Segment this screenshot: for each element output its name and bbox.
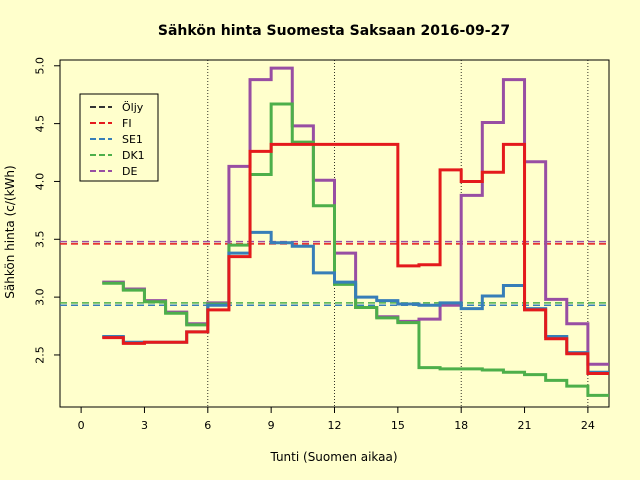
- plot-area: 0 3 6 9 12 15 18 21 24 2.5 3.0 3.5 4.0 4.5 5.0: [34, 57, 610, 432]
- legend-label: FI: [122, 117, 132, 130]
- y-tick-label: 3.0: [34, 288, 47, 306]
- legend-label: DE: [122, 165, 137, 178]
- chart-title: Sähkön hinta Suomesta Saksaan 2016-09-27: [158, 23, 510, 39]
- x-tick-label: 3: [141, 419, 148, 432]
- legend-box: [79, 93, 159, 182]
- legend-label: Öljy: [122, 101, 144, 114]
- x-tick-label: 18: [454, 419, 468, 432]
- x-tick-label: 15: [391, 419, 405, 432]
- x-tick-label: 6: [204, 419, 211, 432]
- y-tick-label: 3.5: [34, 231, 47, 249]
- y-tick-label: 5.0: [34, 57, 47, 75]
- series-line-fi: [102, 142, 609, 375]
- x-tick-label: 24: [581, 419, 595, 432]
- legend-label: DK1: [122, 149, 145, 162]
- y-tick-label: 4.5: [34, 115, 47, 133]
- x-tick-label: 0: [78, 419, 85, 432]
- y-tick-label: 4.0: [34, 173, 47, 191]
- legend: Öljy FI SE1 DK1 DE: [79, 93, 159, 182]
- legend-label: SE1: [122, 133, 143, 146]
- x-tick-label: 21: [518, 419, 532, 432]
- x-tick-label: 9: [268, 419, 275, 432]
- x-axis-label: Tunti (Suomen aikaa): [269, 450, 397, 464]
- y-tick-label: 2.5: [34, 346, 47, 364]
- y-axis-label: Sähkön hinta (c/(kWh): [3, 165, 17, 298]
- x-tick-label: 12: [328, 419, 342, 432]
